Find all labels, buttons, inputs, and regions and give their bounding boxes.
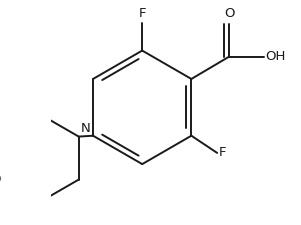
Text: O: O — [0, 173, 1, 186]
Text: N: N — [80, 122, 90, 135]
Text: F: F — [138, 7, 146, 20]
Text: OH: OH — [265, 50, 286, 63]
Text: F: F — [219, 146, 226, 160]
Text: O: O — [224, 7, 234, 20]
